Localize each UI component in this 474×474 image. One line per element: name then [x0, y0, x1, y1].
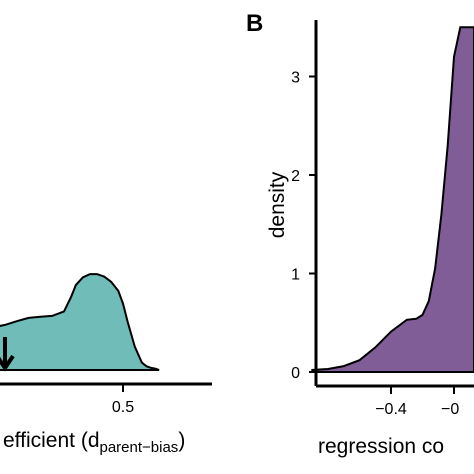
- density-area-a: [0, 273, 160, 371]
- y-tick-label-b: 1: [291, 267, 300, 284]
- y-tick-label-b: 0: [291, 365, 300, 382]
- density-area-b: [311, 26, 474, 373]
- x-axis-title-b: regression co: [318, 435, 444, 458]
- x-ticks-a: 0.5: [112, 385, 134, 416]
- x-axis-title-a-close: ): [178, 429, 185, 452]
- y-ticks-b: 0 1 2 3: [291, 70, 316, 382]
- x-tick-label-b: −0.4: [375, 401, 407, 418]
- x-tick-label-a: 0.5: [112, 399, 134, 416]
- x-ticks-b: −0.4 −0: [375, 387, 459, 418]
- panel-b: B 0 1 2 3 −0.4 −0 density regression co: [246, 10, 474, 458]
- arrow-head: [0, 354, 15, 372]
- x-axis-title-a: efficient (dparent−bias): [3, 429, 185, 456]
- y-tick-label-b: 3: [291, 70, 300, 87]
- x-tick-label-b: −0: [441, 401, 459, 418]
- y-tick-label-b: 2: [291, 168, 300, 185]
- x-axis-title-a-main: efficient (d: [3, 429, 100, 452]
- panel-label-b: B: [246, 10, 263, 37]
- x-axis-title-a-subscript: parent−bias: [100, 439, 179, 456]
- arrow-marker: [0, 337, 15, 372]
- panel-a: 0.5 efficient (dparent−bias): [0, 273, 212, 456]
- y-axis-title-b: density: [266, 171, 289, 238]
